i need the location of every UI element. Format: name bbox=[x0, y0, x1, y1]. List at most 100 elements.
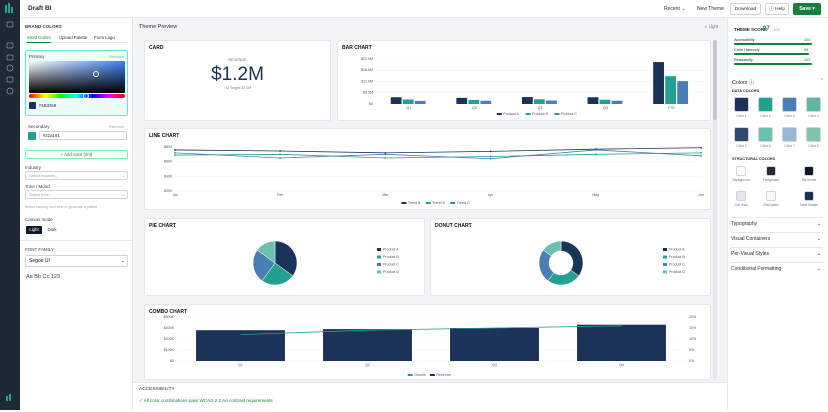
new-theme-button[interactable]: New Theme bbox=[697, 6, 724, 12]
help-label: Help bbox=[775, 7, 785, 12]
point bbox=[174, 154, 176, 156]
section-label: Conditional Formatting bbox=[731, 266, 782, 272]
line-chart: $200 $400 $600 $800 Jan Feb Mar Apr May Jun Trend … bbox=[164, 145, 704, 205]
tone-select[interactable]: Select tone... ⌄ bbox=[25, 190, 128, 199]
help-button[interactable]: ⓘ Help bbox=[765, 3, 789, 15]
download-button[interactable]: Download bbox=[730, 3, 761, 15]
bar bbox=[480, 100, 492, 104]
kpi-sub: ↑12 Target: $7.2M bbox=[223, 86, 252, 90]
point bbox=[384, 153, 387, 156]
x-tick-label: Apr bbox=[488, 193, 494, 197]
scroll-thumb[interactable] bbox=[713, 40, 717, 120]
save-button[interactable]: Save ▾ bbox=[793, 3, 821, 15]
section-title: FONT FAMILY bbox=[25, 247, 55, 252]
sidebar-icons bbox=[5, 3, 14, 401]
collapsible-section[interactable]: Visual Containers ⌄ bbox=[731, 232, 823, 244]
swatch-label: Tile border bbox=[801, 178, 817, 182]
legend-swatch bbox=[377, 263, 381, 266]
collapse-icon[interactable]: ⌃ bbox=[819, 78, 824, 84]
line bbox=[174, 149, 702, 160]
collapsible-section[interactable]: Per-Visual Styles ⌄ bbox=[731, 247, 823, 259]
bar bbox=[665, 76, 677, 104]
swatch-label: Color 3 bbox=[784, 114, 795, 118]
placeholder: Select tone... bbox=[29, 192, 53, 197]
section-label: Visual Containers bbox=[731, 236, 771, 242]
metric-value: 100 bbox=[804, 58, 811, 62]
hue-handle[interactable] bbox=[83, 93, 89, 99]
message: All color combinations pass WCAG 2.2 AA … bbox=[143, 398, 273, 403]
accessibility-panel: ACCESSIBILITY ✓ All color combinations p… bbox=[133, 382, 727, 410]
color-swatch bbox=[736, 191, 746, 201]
tabs: Seed Colors Upload Palette From Logo bbox=[25, 34, 128, 43]
score-label: THEME SCORE bbox=[734, 27, 768, 32]
color-picker[interactable] bbox=[29, 61, 125, 93]
legend-label: Trend A bbox=[408, 201, 421, 205]
bar-chart: $0 $5.5M $11.0M $16.5M $22.0M Q1 Q2 Q3 Q4 YTD Prod… bbox=[361, 57, 704, 116]
font-sample: Aa Bb Cc 123 bbox=[26, 274, 60, 280]
pie-chart-card: PIE CHART Product A Product B Product C Prod… bbox=[144, 218, 425, 296]
swatch-label: Color 7 bbox=[784, 144, 795, 148]
font-value: Segoe UI bbox=[29, 258, 50, 264]
y-tick-label: $0 bbox=[170, 359, 174, 363]
tab[interactable]: Seed Colors bbox=[27, 35, 51, 43]
y-tick-label: $100K bbox=[164, 348, 175, 352]
slice bbox=[252, 249, 276, 282]
x-tick-label: Feb bbox=[277, 193, 283, 197]
picker-handle[interactable] bbox=[93, 71, 99, 77]
tab[interactable]: Upload Palette bbox=[59, 35, 88, 40]
point bbox=[700, 154, 702, 157]
legend-swatch bbox=[377, 255, 381, 259]
point bbox=[279, 157, 282, 159]
chart-title: PIE CHART bbox=[149, 223, 176, 229]
x-tick-label: Jun bbox=[698, 193, 704, 197]
donut-chart: Product A Product B Product C Product D bbox=[538, 240, 685, 286]
add-color-button[interactable]: + Add color (2/4) bbox=[25, 150, 128, 159]
industry-select[interactable]: Select industry... ⌄ bbox=[25, 171, 128, 180]
color-swatch bbox=[766, 191, 776, 201]
collapsible-section[interactable]: Conditional Formatting ⌄ bbox=[731, 262, 823, 274]
swatch-label: Color 4 bbox=[808, 114, 819, 118]
swatch-label: Table header bbox=[799, 203, 819, 207]
section-title[interactable]: Colors ⓘ bbox=[732, 80, 755, 86]
swatch-label: Foreground bbox=[762, 178, 780, 182]
metric-name: Accessibility bbox=[734, 38, 755, 42]
remove-button[interactable]: Remove bbox=[109, 124, 124, 129]
bar bbox=[599, 99, 611, 104]
swatch-label: Grid lines bbox=[734, 203, 748, 207]
mode-button[interactable]: Light bbox=[26, 226, 42, 234]
font-select[interactable]: Segoe UI ⌄ bbox=[25, 255, 128, 267]
mode-button[interactable]: Dark bbox=[47, 227, 57, 232]
y-tick-label: $200 bbox=[164, 189, 172, 193]
y-tick-label: $600 bbox=[164, 160, 172, 164]
y-tick-label: 5% bbox=[689, 348, 695, 352]
legend-swatch bbox=[450, 202, 456, 204]
color-swatch bbox=[782, 127, 797, 142]
legend-swatch bbox=[663, 263, 667, 266]
chevron: ⌄ bbox=[816, 236, 821, 242]
collapsible-section[interactable]: Typography ⌄ bbox=[731, 217, 823, 229]
point bbox=[700, 151, 702, 154]
placeholder: Select industry... bbox=[29, 173, 59, 178]
hue-slider[interactable] bbox=[29, 93, 125, 99]
recent-menu[interactable]: Recent ⌄ bbox=[664, 6, 686, 12]
bar bbox=[323, 329, 412, 361]
score-value: 97 bbox=[763, 26, 770, 32]
x-tick-label: Q4 bbox=[619, 363, 624, 367]
mode-toggle[interactable]: ◐ Light bbox=[705, 24, 719, 29]
point bbox=[700, 146, 702, 149]
hex-input[interactable]: #1B3358 bbox=[39, 103, 57, 108]
hex-input[interactable]: #22a191 bbox=[39, 131, 127, 140]
legend-swatch bbox=[377, 248, 381, 251]
line bbox=[174, 147, 702, 154]
metric-track bbox=[734, 43, 812, 45]
y-tick-label: 20% bbox=[689, 315, 697, 319]
legend-label: Trend B bbox=[432, 201, 445, 205]
y-tick-label: 10% bbox=[689, 337, 697, 341]
remove-button[interactable]: Remove bbox=[109, 54, 124, 59]
bar bbox=[611, 100, 623, 104]
point bbox=[174, 151, 176, 154]
tab[interactable]: From Logo bbox=[94, 35, 115, 40]
color-swatch bbox=[758, 127, 773, 142]
swatch-label: Grid labels bbox=[763, 203, 779, 207]
